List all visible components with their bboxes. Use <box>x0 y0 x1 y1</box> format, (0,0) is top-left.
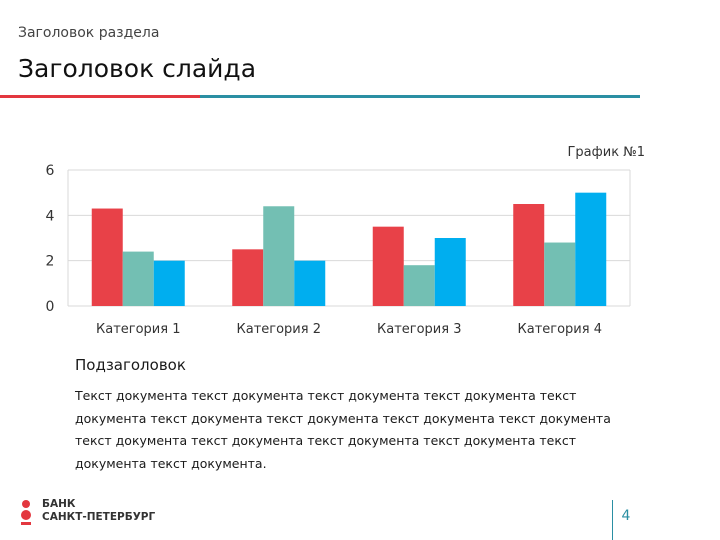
bar <box>544 242 576 306</box>
bar <box>153 260 185 306</box>
x-tick-label: Категория 4 <box>518 322 602 337</box>
logo-mark-icon <box>21 500 31 525</box>
bar-chart: График №1 0 2 4 6 Категория 1 Категория 2 Катег… <box>46 145 646 337</box>
bar <box>372 226 404 306</box>
chart-title: График №1 <box>568 145 646 160</box>
logo-line-1: БАНК <box>42 498 76 510</box>
y-tick-label: 4 <box>46 208 55 224</box>
bar <box>403 265 435 306</box>
bar <box>513 204 545 306</box>
bar <box>294 260 326 306</box>
slide-title: Заголовок слайда <box>18 54 257 83</box>
y-tick-label: 6 <box>46 163 55 179</box>
x-tick-label: Категория 2 <box>237 322 321 337</box>
subheading: Подзаголовок <box>75 356 186 374</box>
bar <box>575 192 607 306</box>
bar <box>434 238 466 306</box>
title-rule-blue <box>200 95 640 98</box>
title-rule-red <box>0 95 200 98</box>
bar <box>122 251 154 306</box>
section-title: Заголовок раздела <box>18 25 160 41</box>
y-tick-label: 2 <box>46 254 55 270</box>
bar <box>232 249 264 306</box>
y-tick-label: 0 <box>46 299 55 315</box>
page-frame-line <box>612 500 613 540</box>
x-tick-label: Категория 1 <box>96 322 180 337</box>
x-tick-label: Категория 3 <box>377 322 461 337</box>
body-text: Текст документа текст документа текст до… <box>75 388 611 471</box>
logo-line-2: САНКТ-ПЕТЕРБУРГ <box>42 511 156 523</box>
bar <box>91 208 123 306</box>
page-number: 4 <box>621 508 631 524</box>
bank-logo: БАНК САНКТ-ПЕТЕРБУРГ <box>18 498 158 528</box>
bar <box>263 206 295 306</box>
